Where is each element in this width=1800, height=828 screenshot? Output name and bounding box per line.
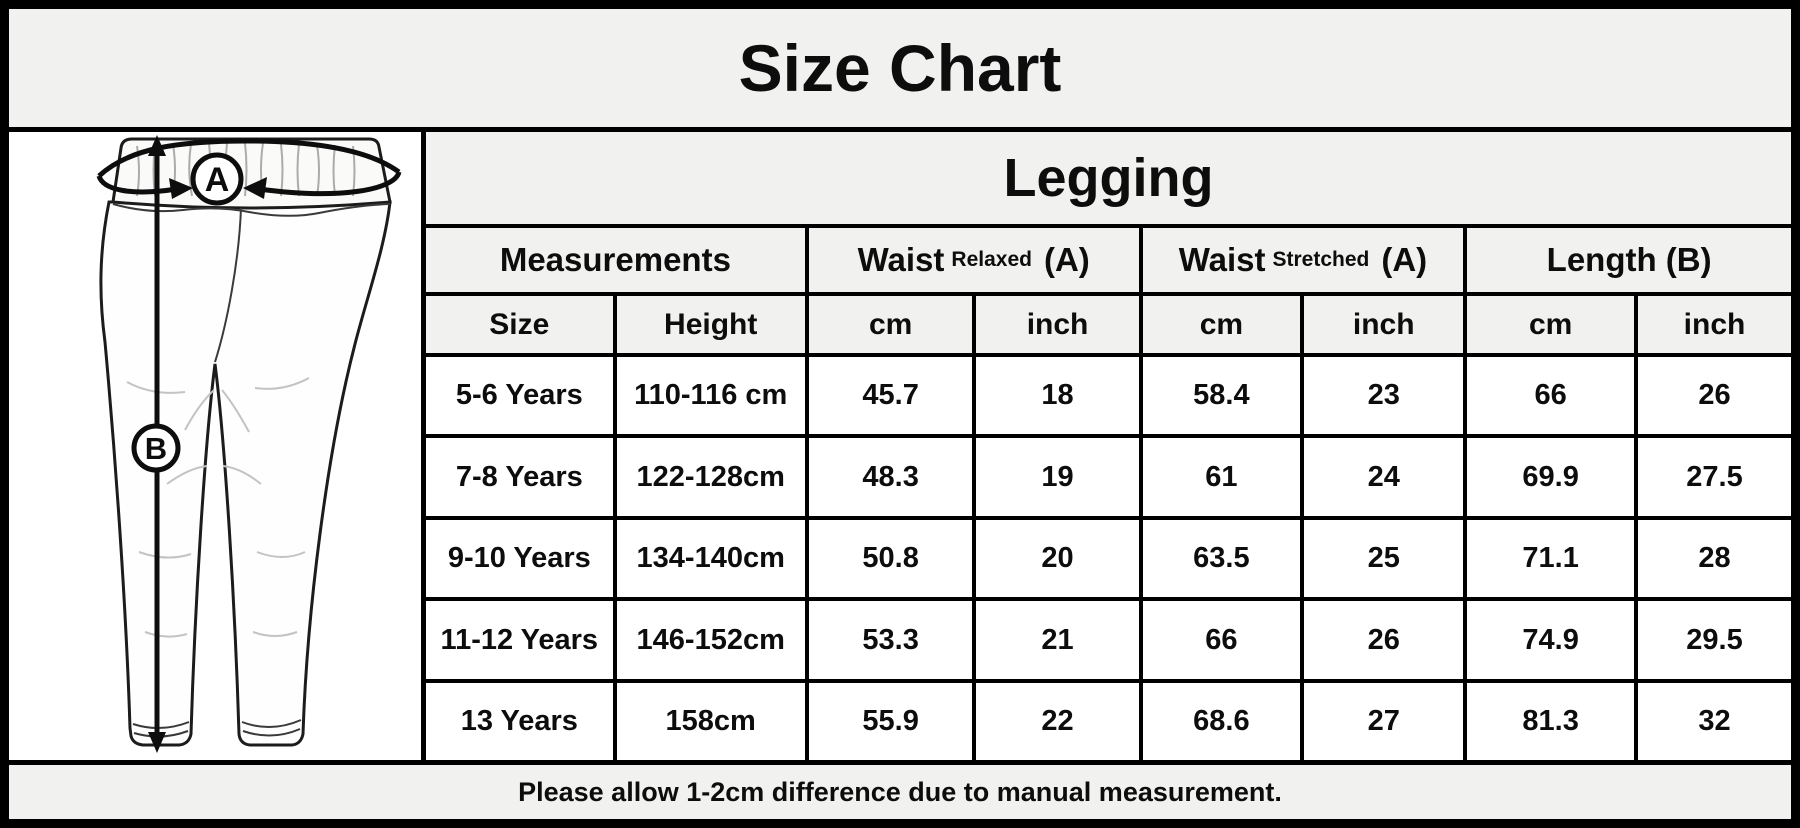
height-cell: 158cm — [616, 682, 805, 760]
column-header-cm-relaxed: cm — [808, 296, 973, 353]
height-cell: 110-116 cm — [616, 357, 805, 435]
waist-label-a: A — [205, 161, 230, 199]
value-cell: 25 — [1304, 519, 1464, 598]
height-cell: 122-128cm — [616, 438, 805, 516]
waist-arrowhead-left — [169, 178, 193, 199]
legging-sketch-svg: A B — [96, 135, 402, 753]
page-title: Size Chart — [738, 31, 1062, 105]
value-cell: 45.7 — [808, 357, 973, 435]
title-banner: Size Chart — [9, 9, 1791, 127]
group-header-length: Length (B) — [1467, 228, 1791, 292]
size-cell: 7-8 Years — [426, 438, 613, 516]
waist-label-circle — [190, 152, 244, 206]
value-cell: 20 — [976, 519, 1139, 598]
value-cell: 81.3 — [1467, 682, 1635, 760]
value-cell: 53.3 — [808, 601, 973, 679]
value-cell: 50.8 — [808, 519, 973, 598]
value-cell: 22 — [976, 682, 1139, 760]
group-header-waist-relaxed: Waist Relaxed (A) — [808, 228, 1139, 292]
column-header-cm-length: cm — [1467, 296, 1635, 353]
column-header-cm-stretched: cm — [1142, 296, 1301, 353]
value-cell: 48.3 — [808, 438, 973, 516]
value-cell: 69.9 — [1467, 438, 1635, 516]
footer-note: Please allow 1-2cm difference due to man… — [518, 776, 1282, 807]
waist-stretched-main: Waist — [1178, 240, 1266, 278]
waist-relaxed-main: Waist — [857, 240, 945, 278]
value-cell: 74.9 — [1467, 601, 1635, 679]
value-cell: 21 — [976, 601, 1139, 679]
waist-stretched-sub: Stretched — [1272, 247, 1370, 271]
length-label-circle — [131, 423, 181, 473]
waist-stretched-suffix: (A) — [1381, 240, 1428, 278]
waist-arrow — [96, 138, 402, 199]
value-cell: 26 — [1638, 357, 1791, 435]
value-cell: 23 — [1304, 357, 1464, 435]
value-cell: 26 — [1304, 601, 1464, 679]
hem-stitching — [132, 719, 302, 738]
value-cell: 27 — [1304, 682, 1464, 760]
length-arrowhead-down — [148, 732, 166, 753]
height-cell: 134-140cm — [616, 519, 805, 598]
value-cell: 61 — [1142, 438, 1301, 516]
size-chart-layout: Size Chart — [9, 9, 1791, 819]
column-header-height: Height — [616, 296, 805, 353]
value-cell: 66 — [1142, 601, 1301, 679]
value-cell: 24 — [1304, 438, 1464, 516]
length-label-b: B — [145, 431, 167, 466]
group-header-waist-stretched: Waist Stretched (A) — [1142, 228, 1464, 292]
value-cell: 18 — [976, 357, 1139, 435]
size-cell: 5-6 Years — [426, 357, 613, 435]
center-seam-line — [214, 207, 242, 363]
column-header-inch-stretched: inch — [1304, 296, 1464, 353]
column-header-inch-length: inch — [1638, 296, 1791, 353]
value-cell: 27.5 — [1638, 438, 1791, 516]
value-cell: 66 — [1467, 357, 1635, 435]
length-arrowhead-up — [148, 135, 166, 156]
value-cell: 32 — [1638, 682, 1791, 760]
value-cell: 55.9 — [808, 682, 973, 760]
value-cell: 29.5 — [1638, 601, 1791, 679]
footer-note-bar: Please allow 1-2cm difference due to man… — [9, 765, 1791, 819]
size-table: Legging Measurements Waist Relaxed (A) W… — [426, 132, 1791, 760]
value-cell: 71.1 — [1467, 519, 1635, 598]
content-row: A B Legging Measurements Wai — [9, 132, 1791, 760]
size-cell: 9-10 Years — [426, 519, 613, 598]
column-header-size: Size — [426, 296, 613, 353]
size-cell: 13 Years — [426, 682, 613, 760]
waist-relaxed-sub: Relaxed — [951, 247, 1032, 271]
group-header-measurements: Measurements — [426, 228, 805, 292]
waist-arrowhead-right — [243, 177, 267, 199]
value-cell: 68.6 — [1142, 682, 1301, 760]
value-cell: 28 — [1638, 519, 1791, 598]
waist-seam-line — [112, 203, 391, 217]
legging-diagram-panel: A B — [9, 132, 421, 760]
waist-relaxed-suffix: (A) — [1043, 240, 1090, 278]
value-cell: 58.4 — [1142, 357, 1301, 435]
column-header-inch-relaxed: inch — [976, 296, 1139, 353]
product-title: Legging — [426, 132, 1791, 224]
size-cell: 11-12 Years — [426, 601, 613, 679]
height-cell: 146-152cm — [616, 601, 805, 679]
value-cell: 63.5 — [1142, 519, 1301, 598]
value-cell: 19 — [976, 438, 1139, 516]
